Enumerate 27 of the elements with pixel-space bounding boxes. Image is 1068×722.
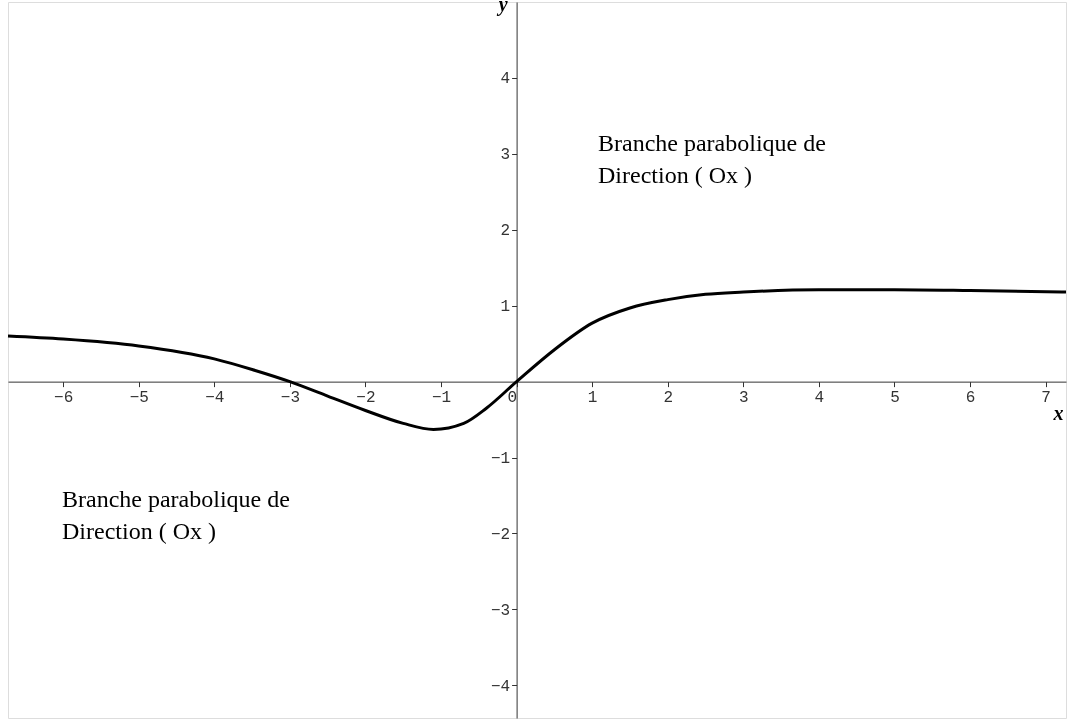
x-tick-label: −4 [205, 389, 225, 408]
x-tick-label: −1 [431, 389, 452, 408]
x-tick-label: 6 [965, 389, 976, 408]
line-series [6, 288, 1068, 431]
x-tick-label: −2 [356, 389, 376, 408]
annotation: Branche parabolique de Direction ( Ox ) [62, 486, 290, 544]
x-tick-label: 0 [507, 389, 518, 408]
x-tick-label: 5 [890, 389, 900, 408]
y-axis-title: y [496, 0, 508, 16]
x-tick-label: −5 [129, 389, 149, 408]
y-tick-label: 2 [500, 222, 511, 241]
x-tick-label: 4 [814, 389, 825, 408]
x-axis-title: x [1052, 402, 1064, 425]
y-tick-label: −4 [490, 677, 511, 696]
x-tick-label: 7 [1041, 389, 1051, 408]
y-tick-label: −1 [490, 450, 511, 469]
y-tick-label: −3 [490, 601, 511, 620]
x-tick-label: 3 [739, 389, 749, 408]
y-tick-label: 1 [500, 298, 511, 317]
x-tick-label: 2 [663, 389, 674, 408]
x-tick-label: −3 [280, 389, 300, 408]
y-tick-label: 4 [500, 70, 511, 89]
y-tick-label: −2 [490, 526, 511, 544]
y-tick-label: 3 [500, 146, 511, 165]
x-tick-label: −6 [54, 389, 74, 408]
x-tick-label: 1 [587, 389, 598, 408]
annotation: Branche parabolique de Direction ( Ox ) [598, 130, 826, 188]
